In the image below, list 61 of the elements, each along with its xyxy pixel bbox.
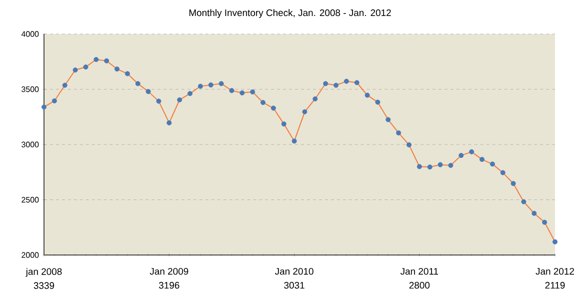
point <box>532 210 537 216</box>
point <box>354 80 360 86</box>
point <box>198 84 203 89</box>
point <box>218 81 224 86</box>
point <box>334 82 338 88</box>
x-tick-label: Jan 2010 <box>274 268 314 275</box>
point <box>312 96 318 102</box>
point <box>156 98 162 104</box>
point <box>521 199 526 204</box>
x-tick-label: Jan 2012 <box>536 268 574 275</box>
point <box>188 91 192 96</box>
point <box>83 64 88 70</box>
point <box>104 58 110 64</box>
point <box>52 98 57 104</box>
point <box>302 109 308 114</box>
point <box>135 81 140 86</box>
data-label: 2800 <box>409 282 430 289</box>
point <box>344 78 349 84</box>
point <box>42 104 46 110</box>
point <box>364 92 370 98</box>
point <box>260 100 266 105</box>
x-tick-label: Jan 2011 <box>400 268 438 275</box>
x-tick-label: jan 2008 <box>26 268 62 277</box>
point <box>124 71 130 76</box>
point <box>458 152 464 158</box>
point <box>438 162 443 168</box>
chart-title: Monthly Inventory Check, Jan. 2008 - Jan. 2012 <box>189 9 391 18</box>
point <box>375 100 380 105</box>
point <box>72 68 78 73</box>
point <box>490 162 495 167</box>
point <box>480 156 484 162</box>
point <box>542 220 548 225</box>
point <box>427 164 432 170</box>
point <box>323 81 328 86</box>
point <box>469 149 474 154</box>
point <box>386 117 391 122</box>
point <box>229 88 234 94</box>
point <box>177 97 182 102</box>
point <box>62 82 68 88</box>
point <box>208 82 214 88</box>
point <box>240 90 245 96</box>
point <box>406 142 412 148</box>
point <box>114 66 120 72</box>
point <box>448 162 454 168</box>
point <box>94 57 99 62</box>
point <box>292 138 297 144</box>
point <box>416 164 422 170</box>
point <box>281 121 286 126</box>
data-label: 3196 <box>158 282 180 289</box>
point <box>146 89 151 94</box>
data-label: 2119 <box>545 282 565 289</box>
data-label: 3339 <box>34 282 54 289</box>
point <box>166 120 172 126</box>
point <box>250 89 256 94</box>
point <box>396 130 402 136</box>
point <box>270 106 276 111</box>
data-label: 3031 <box>284 282 304 289</box>
point <box>552 239 558 244</box>
x-tick-label: Jan 2009 <box>150 268 188 275</box>
point <box>500 170 506 176</box>
point <box>510 181 516 186</box>
